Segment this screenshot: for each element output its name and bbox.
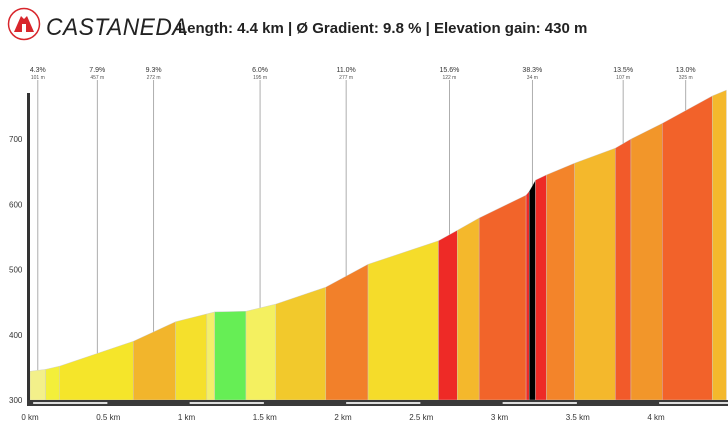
x-tick-label: 1 km <box>178 413 196 422</box>
profile-segment <box>175 313 208 401</box>
x-axis-dash <box>659 402 728 404</box>
x-tick-label: 0 km <box>21 413 39 422</box>
x-axis-dash <box>189 402 264 404</box>
profile-segment <box>275 286 326 401</box>
x-tick-label: 3 km <box>491 413 509 422</box>
profile-segment <box>206 311 215 401</box>
y-axis-line <box>27 93 30 403</box>
annotation-gradient: 4.3% <box>30 67 46 74</box>
x-tick-label: 0.5 km <box>96 413 120 422</box>
y-tick-label: 600 <box>9 200 23 209</box>
annotation-gradient: 13.0% <box>676 67 696 74</box>
annotation-gradient: 11.0% <box>336 67 355 74</box>
annotation-length: 272 m <box>147 75 161 81</box>
annotation-length: 457 m <box>90 75 104 81</box>
x-tick-label: 2.5 km <box>409 413 433 422</box>
annotation-gradient: 7.9% <box>89 67 105 74</box>
profile-segment <box>214 311 247 401</box>
annotation-length: 101 m <box>31 75 45 81</box>
x-axis-dash <box>346 402 421 404</box>
annotation-length: 277 m <box>339 75 353 81</box>
header: CASTANEDA Length: 4.4 km | Ø Gradient: 9… <box>0 0 728 52</box>
profile-segment <box>615 138 632 401</box>
climb-name: CASTANEDA <box>46 14 188 41</box>
annotation-length: 107 m <box>616 75 630 81</box>
annotation-gradient: 38.3% <box>522 67 542 74</box>
profile-segment <box>535 174 547 401</box>
profile-segment <box>529 179 536 401</box>
x-tick-label: 3.5 km <box>566 413 590 422</box>
profile-segment <box>438 230 458 401</box>
profile-segment <box>662 95 713 401</box>
profile-segment <box>478 194 527 401</box>
annotation-gradient: 15.6% <box>439 67 459 74</box>
x-tick-label: 4 km <box>647 413 665 422</box>
annotation-length: 34 m <box>527 75 538 81</box>
annotation-length: 325 m <box>679 75 693 81</box>
x-axis-dash <box>33 402 108 404</box>
profile-segment <box>45 365 60 401</box>
mountain-logo-icon <box>7 7 41 41</box>
profile-segment <box>546 162 575 401</box>
profile-segment <box>525 190 530 401</box>
profile-segment <box>29 369 46 401</box>
profile-segment <box>712 89 727 401</box>
profile-segment <box>245 303 276 401</box>
x-tick-label: 1.5 km <box>253 413 277 422</box>
profile-segment <box>59 340 134 401</box>
profile-segment <box>630 123 663 401</box>
x-tick-label: 2 km <box>334 413 352 422</box>
y-tick-label: 500 <box>9 266 23 275</box>
profile-segment <box>325 263 369 401</box>
profile-segment <box>367 240 439 401</box>
climb-stats: Length: 4.4 km | Ø Gradient: 9.8 % | Ele… <box>178 20 588 37</box>
profile-segment <box>133 321 176 401</box>
profile-segment <box>457 217 480 401</box>
annotation-gradient: 13.5% <box>613 67 633 74</box>
y-tick-label: 700 <box>9 135 23 144</box>
profile-segment <box>574 147 616 401</box>
annotation-length: 195 m <box>253 75 267 81</box>
y-tick-label: 300 <box>9 396 23 405</box>
annotation-gradient: 9.3% <box>146 67 162 74</box>
x-axis-dash <box>502 402 577 404</box>
annotation-length: 122 m <box>442 75 456 81</box>
annotation-gradient: 6.0% <box>252 67 268 74</box>
y-tick-label: 400 <box>9 331 23 340</box>
